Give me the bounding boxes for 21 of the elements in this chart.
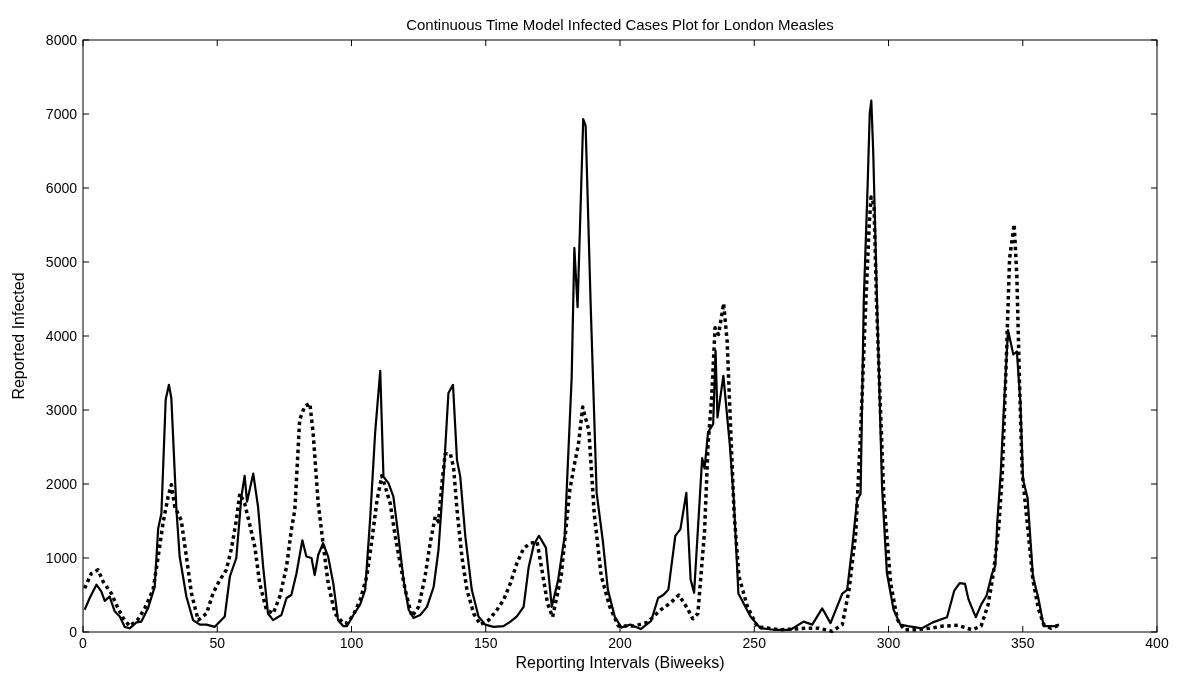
chart-title: Continuous Time Model Infected Cases Plot for London Measles [406,16,834,33]
y-axis-title: Reported Infected [10,272,27,400]
x-tick-label: 300 [876,635,901,651]
y-tick-label: 7000 [45,106,78,122]
y-tick-label: 4000 [45,328,78,344]
x-tick-label: 400 [1145,635,1169,651]
y-tick-label: 6000 [45,180,78,196]
x-tick-label: 0 [79,635,88,651]
x-tick-label: 250 [742,635,767,651]
x-axis-title: Reporting Intervals (Biweeks) [515,654,725,671]
x-tick-label: 350 [1011,635,1035,651]
y-tick-label: 3000 [45,402,78,418]
x-tick-label: 150 [474,635,498,651]
y-tick-label: 5000 [45,254,78,270]
x-tick-label: 200 [608,635,632,651]
x-tick-label: 50 [209,635,226,651]
y-tick-label: 8000 [45,32,78,48]
y-tick-label: 1000 [45,550,78,566]
y-tick-label: 0 [69,624,78,640]
x-tick-label: 100 [339,635,364,651]
y-tick-label: 2000 [45,476,78,492]
